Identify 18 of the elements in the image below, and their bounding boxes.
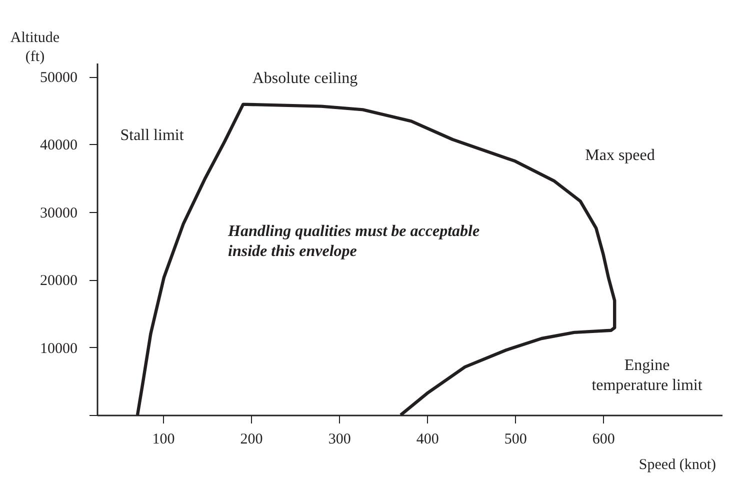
x-tick-label: 100 [152, 432, 175, 448]
annotation: Stall limit [120, 127, 184, 144]
annotation: Handling qualities must be acceptable inside this envelope [227, 223, 480, 260]
x-axis-title: Speed (knot) [638, 457, 716, 473]
y-tick-label: 30000 [40, 205, 78, 222]
y-tick-label: 10000 [40, 340, 78, 357]
x-tick-label: 500 [504, 432, 527, 448]
x-tick-label: 200 [240, 432, 263, 448]
y-tick-label: 20000 [40, 273, 78, 290]
annotation: Engine temperature limit [592, 357, 703, 394]
y-tick-label: 40000 [40, 138, 78, 154]
y-tick-label: 50000 [40, 70, 78, 86]
x-tick-label: 600 [592, 432, 615, 448]
x-tick-label: 400 [416, 432, 439, 448]
y-axis-title: Altitude (ft) [10, 30, 60, 65]
x-tick-label: 300 [328, 432, 351, 448]
annotation: Max speed [585, 147, 655, 164]
annotation: Absolute ceiling [252, 70, 358, 87]
